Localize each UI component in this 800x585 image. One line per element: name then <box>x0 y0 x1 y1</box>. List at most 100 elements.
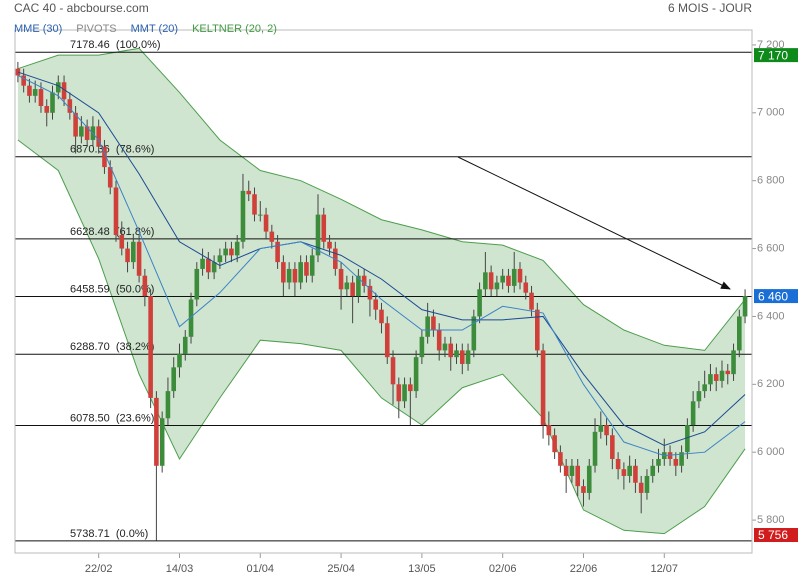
candle-body <box>644 475 650 493</box>
candle-body <box>621 469 627 476</box>
candle-body <box>494 282 500 290</box>
candle-body <box>413 357 419 392</box>
price-tag-label: 7 170 <box>758 48 788 62</box>
candle-body <box>119 234 125 249</box>
candle-body <box>257 214 263 216</box>
candle-body <box>581 486 586 493</box>
candle-body <box>454 350 459 358</box>
candle-body <box>338 268 344 290</box>
candle-body <box>610 435 615 459</box>
candle-body <box>517 268 523 283</box>
x-tick-label: 25/04 <box>327 563 355 575</box>
candle-body <box>73 112 78 137</box>
candle-body <box>529 292 534 310</box>
candle-body <box>281 262 286 283</box>
candle-body <box>321 214 327 242</box>
mme-30-line <box>17 71 746 446</box>
candle-body <box>107 167 113 188</box>
candle-body <box>194 268 200 300</box>
candle-body <box>44 106 50 113</box>
candle-body <box>55 82 61 93</box>
candle-body <box>21 75 26 86</box>
candle-body <box>344 282 350 290</box>
candle-body <box>402 384 407 402</box>
candle-body <box>131 241 136 263</box>
candle-body <box>615 458 621 470</box>
candle-body <box>638 482 644 493</box>
candle-body <box>252 194 257 215</box>
candle-body <box>188 299 194 337</box>
candle-body <box>471 316 477 351</box>
period-label: 6 MOIS - JOUR <box>668 1 752 15</box>
candle-body <box>442 343 448 351</box>
candle-body <box>373 299 379 310</box>
keltner-upper <box>17 47 746 351</box>
legend-entry: MME (30) <box>14 23 62 35</box>
candle-body <box>685 425 690 453</box>
price-tag-label: 6 460 <box>758 289 788 303</box>
candle-body <box>292 268 298 283</box>
fib-label: 6458.59 (50.0%) <box>70 283 154 295</box>
y-tick-label: 7 200 <box>757 39 785 51</box>
candle-body <box>713 374 719 381</box>
candle-body <box>696 391 702 402</box>
price-tag <box>754 528 798 543</box>
candle-body <box>500 275 505 283</box>
x-tick-label: 01/04 <box>247 563 275 575</box>
candle-body <box>367 285 373 300</box>
fib-label: 6078.50 (23.6%) <box>70 412 154 424</box>
candle-body <box>229 248 234 256</box>
candle-body <box>431 316 436 331</box>
candle-body <box>38 89 44 107</box>
candle-body <box>234 241 240 256</box>
candle-body <box>408 384 413 392</box>
candle-body <box>275 241 280 263</box>
candle-body <box>702 384 707 392</box>
candle-body <box>142 275 148 297</box>
candle-body <box>32 89 38 96</box>
candle-body <box>396 384 402 402</box>
candle-body <box>206 258 211 273</box>
candle-body <box>79 126 84 137</box>
candle-body <box>136 241 142 276</box>
legend-entry: KELTNER (20, 2) <box>192 23 277 35</box>
candle-body <box>390 357 396 385</box>
y-tick-label: 6 800 <box>757 175 785 187</box>
candle-body <box>627 465 632 476</box>
candle-body <box>200 258 205 269</box>
candle-body <box>61 82 67 100</box>
candle-body <box>737 316 742 351</box>
fib-label: 7178.46 (100.0%) <box>70 39 161 51</box>
candle-body <box>315 214 321 256</box>
candle-body <box>286 268 292 283</box>
price-tag <box>754 48 798 63</box>
y-tick-label: 6 200 <box>757 378 785 390</box>
candle-body <box>488 272 494 290</box>
candle-body <box>27 85 32 96</box>
trend-arrow <box>457 156 731 290</box>
candle-body <box>177 353 182 368</box>
candle-body <box>742 296 748 317</box>
price-tag <box>754 289 798 304</box>
candle-body <box>102 146 107 168</box>
candle-body <box>419 336 425 358</box>
candle-body <box>361 275 367 286</box>
x-tick-label: 22/02 <box>85 563 113 575</box>
plot-frame <box>14 29 753 554</box>
candle-body <box>96 126 101 147</box>
candle-body <box>304 262 309 276</box>
keltner-band <box>17 48 746 534</box>
candle-body <box>546 425 552 436</box>
candle-body <box>569 465 575 476</box>
candle-body <box>217 255 223 263</box>
legend-entry: MMT (20) <box>131 23 178 35</box>
candle-body <box>211 262 217 273</box>
candle-body <box>448 343 454 358</box>
candle-body <box>327 241 332 249</box>
candle-body <box>269 231 275 242</box>
candle-body <box>673 458 679 466</box>
x-tick-label: 13/05 <box>408 563 436 575</box>
candle-body <box>506 275 511 286</box>
candle-body <box>384 323 390 358</box>
